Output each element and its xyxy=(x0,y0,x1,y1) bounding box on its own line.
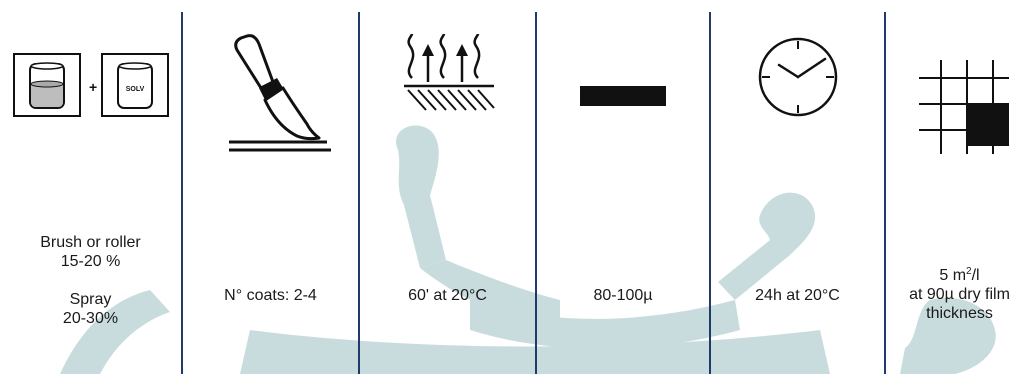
drying-column: 60' at 20°C xyxy=(360,0,535,374)
dilution-column: + SOLV Brush or roller 15-20 % Spray 20-… xyxy=(0,0,181,374)
coverage-grid-icon xyxy=(886,20,1033,154)
brush-icon xyxy=(183,20,358,152)
solvent-label: SOLV xyxy=(125,86,144,93)
drying-heat-icon xyxy=(360,28,535,158)
dilution-text: Brush or roller 15-20 % Spray 20-30% xyxy=(0,233,181,328)
coverage-text: 5 m2/l at 90µ dry film thickness xyxy=(886,266,1033,323)
coverage-column: 5 m2/l at 90µ dry film thickness xyxy=(886,0,1033,374)
coats-column: N° coats: 2-4 xyxy=(183,0,358,374)
film-thickness-bar-icon xyxy=(537,84,709,214)
column-divider xyxy=(709,12,711,374)
plus-glyph: + xyxy=(89,79,97,95)
coats-text: N° coats: 2-4 xyxy=(224,287,317,304)
dilution-brush-label: Brush or roller xyxy=(40,234,141,251)
recoat-text: 24h at 20°C xyxy=(755,287,840,304)
coverage-yield: 5 m2/l xyxy=(939,266,980,285)
column-divider xyxy=(181,12,183,374)
drying-text: 60' at 20°C xyxy=(408,287,487,304)
dilution-brush-value: 15-20 % xyxy=(60,253,121,270)
coverage-thickness: thickness xyxy=(926,305,993,322)
column-divider xyxy=(535,12,537,374)
coverage-condition: at 90µ dry film xyxy=(909,286,1010,303)
recoat-column: 24h at 20°C xyxy=(711,0,884,374)
column-divider xyxy=(884,12,886,374)
thickness-text: 80-100µ xyxy=(593,287,653,304)
mixing-with-solvent-icon: + SOLV xyxy=(0,40,181,170)
clock-icon xyxy=(711,32,884,162)
dilution-spray-value: 20-30% xyxy=(62,310,119,327)
dilution-spray-label: Spray xyxy=(69,291,112,308)
column-divider xyxy=(358,12,360,374)
thickness-column: 80-100µ xyxy=(537,0,709,374)
